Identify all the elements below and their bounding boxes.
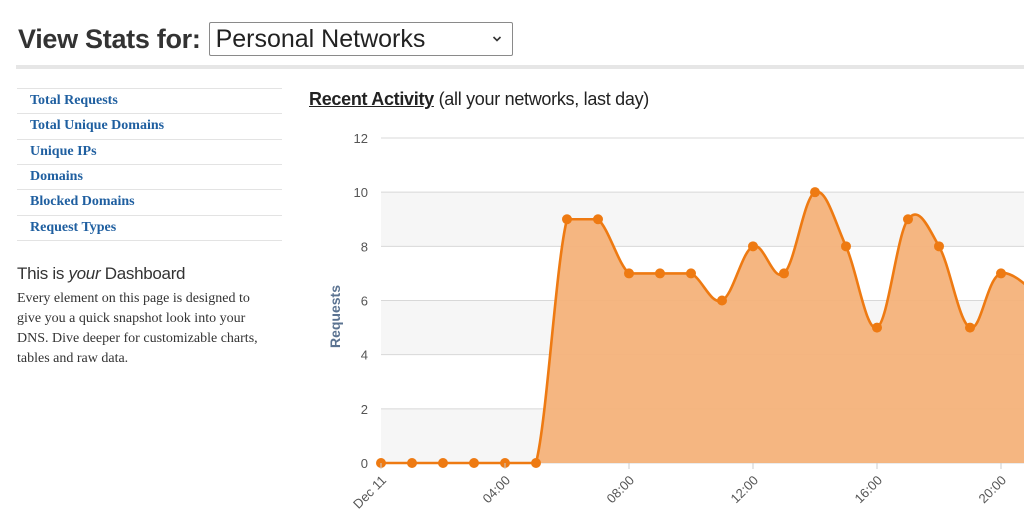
y-tick-label: 4	[361, 348, 368, 363]
data-point	[438, 458, 448, 468]
data-point	[624, 268, 634, 279]
sidebar-item-request-types[interactable]: Request Types	[17, 216, 282, 241]
data-point	[841, 241, 851, 252]
view-stats-label: View Stats for:	[18, 23, 201, 54]
chart-heading-suffix: (all your networks, last day)	[433, 89, 650, 109]
data-point	[469, 458, 479, 468]
data-point	[903, 214, 913, 225]
x-tick-label: 16:00	[852, 473, 886, 507]
y-tick-label: 0	[361, 456, 368, 471]
network-select[interactable]: Personal Networks	[208, 22, 513, 56]
data-point	[407, 458, 417, 468]
dashboard-title-emphasis: your	[68, 264, 101, 283]
x-tick-label: 12:00	[728, 473, 762, 507]
data-point	[686, 268, 696, 279]
header-divider	[16, 65, 1024, 69]
series-area	[381, 191, 1024, 463]
stats-sidebar-nav: Total Requests Total Unique Domains Uniq…	[17, 88, 282, 241]
data-point	[593, 214, 603, 225]
x-tick-label: Dec 11	[350, 473, 389, 512]
dashboard-title-pre: This is	[17, 264, 69, 283]
sidebar-item-domains[interactable]: Domains	[17, 165, 282, 190]
data-point	[531, 458, 541, 468]
y-tick-label: 12	[354, 131, 368, 146]
data-point	[934, 241, 944, 252]
page-header: View Stats for: Personal Networks	[18, 22, 513, 56]
sidebar-item-blocked-domains[interactable]: Blocked Domains	[17, 190, 282, 216]
x-tick-label: 04:00	[480, 473, 514, 507]
data-point	[872, 322, 882, 333]
data-point	[562, 214, 572, 225]
y-tick-label: 2	[361, 402, 368, 417]
sidebar-item-unique-ips[interactable]: Unique IPs	[17, 140, 282, 165]
recent-activity-link[interactable]: Recent Activity	[309, 89, 434, 109]
network-select-value: Personal Networks	[215, 24, 426, 53]
data-point	[810, 187, 820, 198]
data-point	[965, 322, 975, 333]
data-point	[779, 268, 789, 279]
data-point	[717, 295, 727, 306]
data-point	[996, 268, 1006, 279]
y-tick-label: 8	[361, 239, 368, 254]
chevron-down-icon	[492, 36, 501, 42]
dashboard-title-post: Dashboard	[100, 264, 186, 283]
y-tick-label: 6	[361, 294, 368, 309]
dashboard-title: This is your Dashboard	[17, 264, 186, 284]
y-tick-label: 10	[354, 185, 368, 200]
x-tick-label: 08:00	[604, 473, 638, 507]
sidebar-item-total-requests[interactable]: Total Requests	[17, 89, 282, 114]
y-axis-title: Requests	[327, 285, 343, 348]
data-point	[655, 268, 665, 279]
x-tick-label: 20:00	[976, 473, 1010, 507]
data-point	[748, 241, 758, 252]
chart-heading: Recent Activity (all your networks, last…	[309, 89, 649, 110]
dashboard-description: Every element on this page is designed t…	[17, 291, 258, 366]
sidebar-item-total-unique-domains[interactable]: Total Unique Domains	[17, 114, 282, 140]
